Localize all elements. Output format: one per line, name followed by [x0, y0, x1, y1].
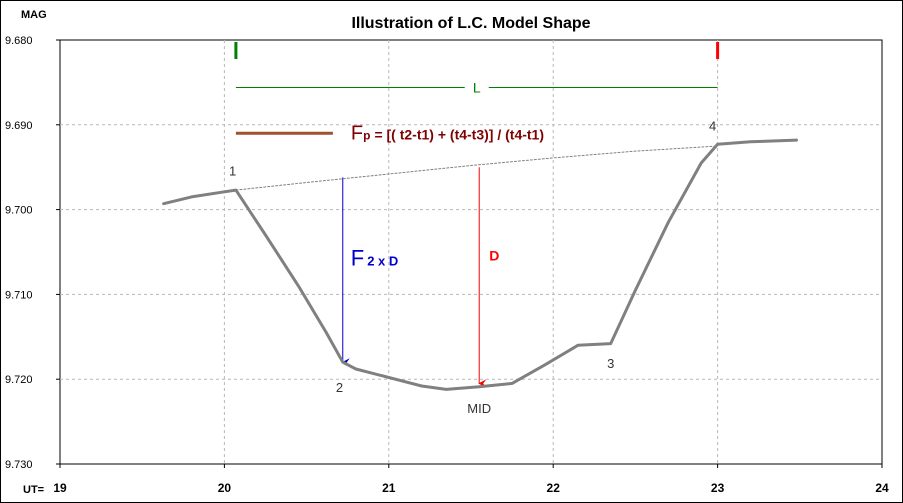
point-label-2: 2 [336, 380, 343, 395]
light-curve-point [388, 376, 390, 379]
light-curve-point [420, 385, 423, 387]
y-tick-label: 9.690 [5, 120, 33, 132]
light-curve-point [341, 361, 344, 364]
point-label-mid: MID [467, 401, 491, 416]
light-curve-point [667, 221, 670, 224]
fp-expression: = [( t2-t1) + (t4-t3)] / (t4-t1) [374, 126, 544, 142]
f2xd-subscript: 2 x D [367, 254, 398, 269]
light-curve-point [190, 196, 193, 198]
y-tick-label: 9.710 [5, 289, 33, 301]
light-curve-point [264, 234, 267, 236]
light-curve-point [325, 331, 328, 334]
y-tick-label: 9.680 [5, 35, 33, 47]
light-curve-point [162, 202, 165, 205]
light-curve-point [634, 289, 637, 291]
light-curve-point [609, 342, 612, 345]
x-tick-label: 24 [875, 481, 889, 495]
light-curve-point [355, 368, 357, 370]
light-curve-point [223, 190, 226, 193]
fp-subscript: p [363, 128, 370, 142]
light-curve-point [577, 344, 579, 347]
x-tick-label: 23 [711, 481, 725, 495]
f2xd-symbol: F [351, 246, 364, 271]
point-label-1: 1 [229, 164, 236, 179]
L-label: L [473, 79, 481, 95]
light-curve-point [297, 285, 300, 287]
x-tick-label: 19 [53, 481, 67, 495]
D-label: D [489, 247, 499, 263]
x-tick-label: 21 [382, 481, 396, 495]
x-tick-label: 22 [547, 481, 561, 495]
point-label-4: 4 [709, 119, 716, 134]
x-axis-label: UT= [23, 484, 44, 496]
y-axis-label: MAG [21, 9, 47, 21]
fp-formula: Fp = [( t2-t1) + (t4-t3)] / (t4-t1) [351, 122, 544, 144]
plot-area [59, 39, 883, 465]
light-curve-point [445, 388, 448, 391]
light-curve-point [478, 386, 481, 388]
light-curve-point [716, 143, 719, 146]
light-curve-point [544, 363, 546, 366]
light-curve-point [511, 382, 513, 385]
light-curve-point [700, 162, 702, 164]
light-curve-point [749, 140, 752, 143]
y-tick-label: 9.700 [5, 205, 33, 217]
chart-title: Illustration of L.C. Model Shape [351, 15, 590, 32]
x-tick-label: 20 [218, 481, 232, 495]
point-label-3: 3 [607, 356, 614, 371]
y-tick-label: 9.730 [5, 459, 33, 471]
baseline-dotted-line [235, 145, 719, 191]
y-tick-label: 9.720 [5, 374, 33, 386]
light-curve-point [795, 139, 798, 141]
fp-symbol: F [351, 122, 363, 144]
